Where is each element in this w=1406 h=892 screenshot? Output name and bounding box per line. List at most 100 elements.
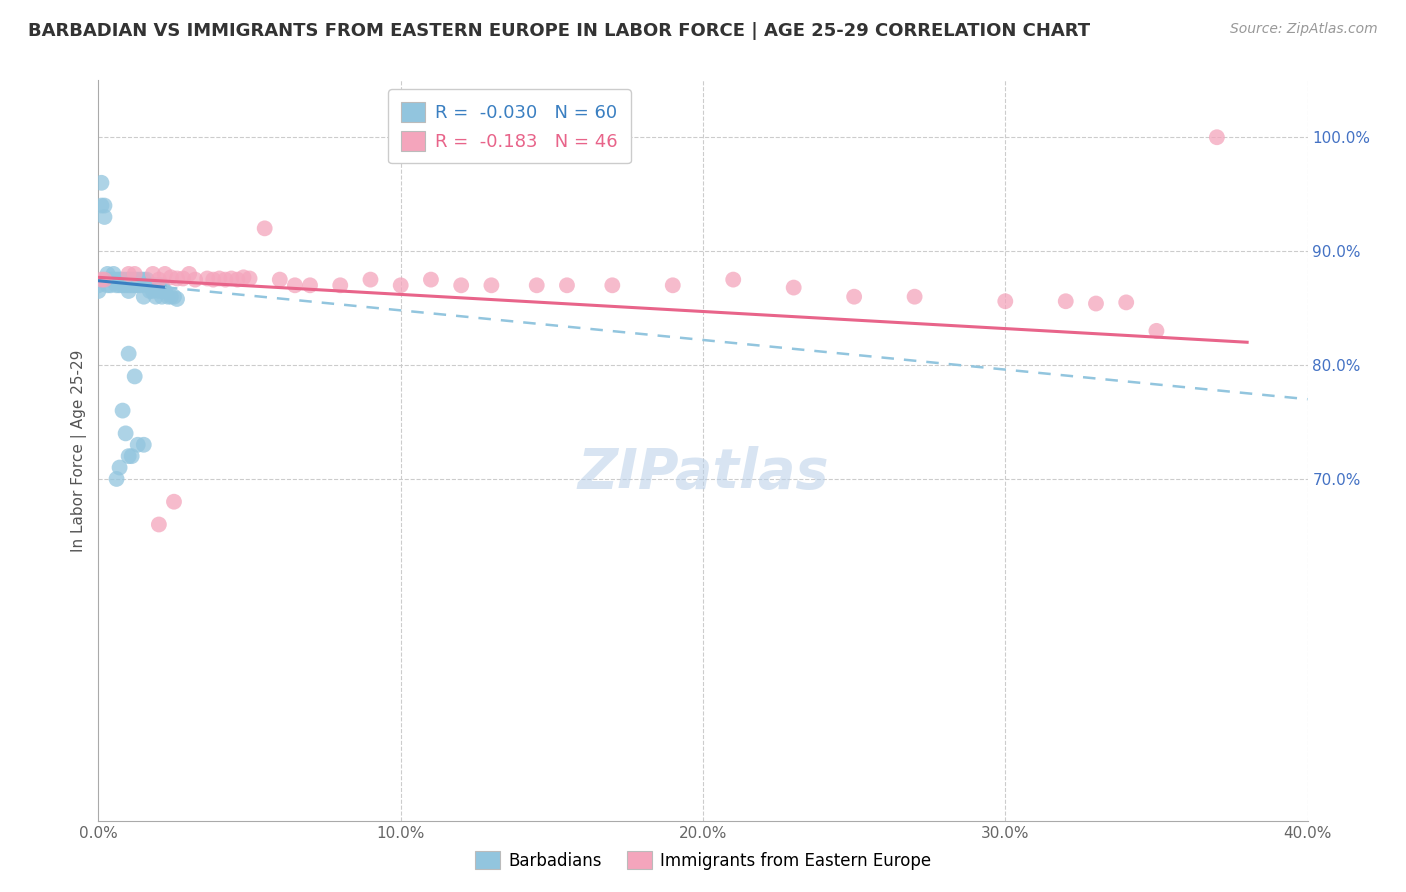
Point	[114, 278, 136, 293]
Point	[723, 272, 745, 286]
Point	[129, 272, 152, 286]
Point	[139, 278, 162, 293]
Point	[121, 449, 143, 463]
Point	[90, 176, 112, 190]
Point	[184, 272, 207, 286]
Point	[105, 278, 128, 293]
Point	[108, 460, 131, 475]
Point	[555, 278, 578, 293]
Point	[284, 278, 307, 293]
Point	[420, 272, 443, 286]
Point	[132, 272, 155, 286]
Point	[179, 267, 201, 281]
Point	[111, 272, 134, 286]
Point	[135, 272, 157, 286]
Point	[148, 284, 170, 298]
Point	[153, 284, 176, 298]
Point	[105, 272, 128, 286]
Point	[87, 278, 110, 293]
Point	[108, 272, 131, 286]
Point	[129, 278, 152, 293]
Point	[195, 271, 218, 285]
Point	[172, 271, 194, 285]
Point	[1144, 324, 1167, 338]
Point	[221, 271, 243, 285]
Point	[156, 290, 179, 304]
Point	[148, 272, 170, 286]
Point	[124, 278, 146, 293]
Point	[124, 272, 146, 286]
Point	[127, 272, 149, 286]
Legend: R =  -0.030   N = 60, R =  -0.183   N = 46: R = -0.030 N = 60, R = -0.183 N = 46	[388, 89, 631, 163]
Point	[118, 284, 141, 298]
Point	[111, 403, 134, 417]
Point	[103, 267, 125, 281]
Point	[239, 271, 262, 285]
Point	[100, 278, 122, 293]
Point	[148, 517, 170, 532]
Point	[87, 284, 110, 298]
Point	[139, 284, 162, 298]
Point	[118, 278, 141, 293]
Point	[121, 278, 143, 293]
Point	[214, 272, 236, 286]
Point	[103, 272, 125, 286]
Text: Source: ZipAtlas.com: Source: ZipAtlas.com	[1230, 22, 1378, 37]
Text: ZIPatlas: ZIPatlas	[578, 446, 828, 500]
Point	[135, 278, 157, 293]
Point	[153, 267, 176, 281]
Point	[114, 272, 136, 286]
Point	[93, 272, 115, 286]
Point	[142, 267, 165, 281]
Point	[118, 346, 141, 360]
Point	[202, 272, 225, 286]
Point	[994, 294, 1017, 309]
Legend: Barbadians, Immigrants from Eastern Europe: Barbadians, Immigrants from Eastern Euro…	[468, 845, 938, 877]
Point	[166, 271, 188, 285]
Point	[160, 270, 183, 285]
Point	[93, 210, 115, 224]
Point	[163, 290, 186, 304]
Point	[100, 272, 122, 286]
Point	[90, 272, 112, 286]
Point	[904, 290, 927, 304]
Point	[450, 278, 472, 293]
Point	[253, 221, 276, 235]
Point	[1054, 294, 1077, 309]
Point	[118, 449, 141, 463]
Point	[132, 438, 155, 452]
Point	[114, 426, 136, 441]
Point	[127, 438, 149, 452]
Point	[127, 278, 149, 293]
Point	[163, 494, 186, 508]
Point	[208, 271, 231, 285]
Point	[145, 278, 167, 293]
Point	[111, 278, 134, 293]
Point	[132, 290, 155, 304]
Point	[329, 278, 352, 293]
Point	[661, 278, 683, 293]
Point	[90, 198, 112, 212]
Point	[118, 267, 141, 281]
Point	[166, 292, 188, 306]
Point	[269, 272, 291, 286]
Text: BARBADIAN VS IMMIGRANTS FROM EASTERN EUROPE IN LABOR FORCE | AGE 25-29 CORRELATI: BARBADIAN VS IMMIGRANTS FROM EASTERN EUR…	[28, 22, 1090, 40]
Point	[142, 284, 165, 298]
Point	[602, 278, 624, 293]
Point	[145, 290, 167, 304]
Point	[526, 278, 548, 293]
Point	[150, 290, 173, 304]
Point	[1115, 295, 1137, 310]
Point	[148, 278, 170, 293]
Point	[160, 290, 183, 304]
Point	[121, 272, 143, 286]
Point	[1085, 296, 1108, 310]
Point	[96, 267, 118, 281]
Point	[844, 290, 866, 304]
Point	[150, 278, 173, 293]
Point	[93, 198, 115, 212]
Point	[232, 270, 254, 285]
Y-axis label: In Labor Force | Age 25-29: In Labor Force | Age 25-29	[70, 350, 87, 551]
Point	[105, 472, 128, 486]
Point	[118, 272, 141, 286]
